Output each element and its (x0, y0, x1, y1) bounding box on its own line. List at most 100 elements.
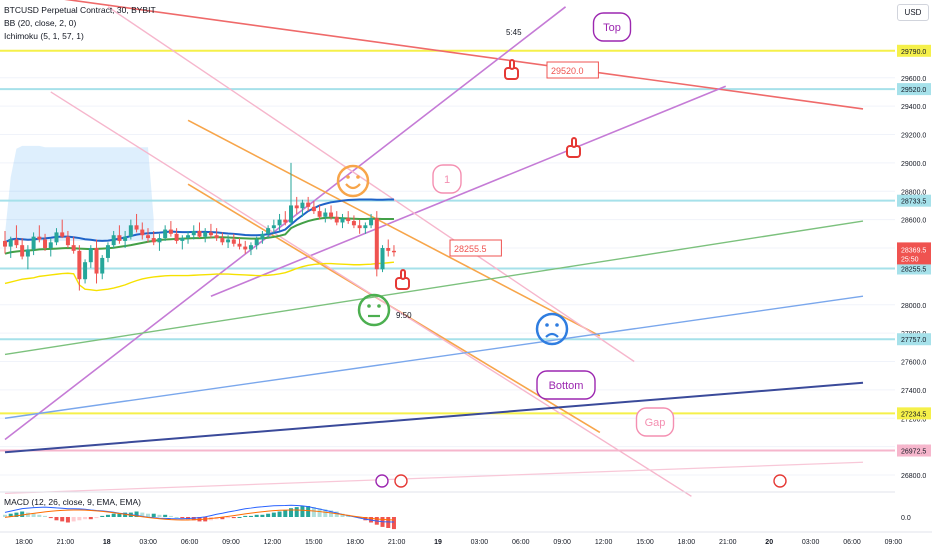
candle-body (14, 239, 19, 246)
trend-line-blue (4, 295, 864, 419)
level-price-text: 28255.5 (901, 267, 926, 274)
level-price-text: 27757.0 (901, 337, 926, 344)
time-tick-label: 15:00 (636, 539, 654, 546)
candle-body (180, 238, 185, 241)
macd-bar (105, 514, 110, 517)
neutral-face-icon (357, 293, 391, 327)
macd-bar (306, 506, 311, 517)
candle-body (83, 262, 88, 280)
time-tick-label: 15:00 (305, 539, 323, 546)
macd-bar (77, 517, 82, 521)
trend-line-navy (4, 381, 864, 454)
time-note: 5:45 (506, 28, 522, 37)
candle-body (37, 236, 42, 240)
trend-line-violet (210, 85, 727, 297)
candle-body (283, 219, 288, 223)
bottom-callout: Bottom (536, 370, 596, 400)
callout-bubble (536, 370, 596, 400)
candle-body (214, 235, 219, 239)
flag-event-icon (773, 474, 787, 488)
macd-bar (123, 512, 128, 517)
candle-body (94, 248, 99, 274)
time-tick-label: 21:00 (388, 539, 406, 546)
candle-body (105, 245, 110, 258)
macd-bar (283, 510, 288, 517)
candle-body (306, 202, 311, 207)
bb-legend[interactable]: BB (20, close, 2, 0) (4, 18, 77, 28)
macd-bar (43, 515, 48, 517)
label-text: 28255.5 (454, 244, 487, 254)
time-tick-label: 20 (765, 539, 773, 546)
currency-button[interactable]: USD (897, 4, 929, 21)
macd-bar (60, 517, 65, 522)
macd-bar (300, 506, 305, 517)
level-label-28255: 28255.5 (449, 239, 502, 257)
level-price-tag (897, 262, 931, 275)
gap-callout: Gap (635, 407, 675, 437)
hand-pointer-icon (504, 59, 519, 80)
macd-bar (317, 508, 322, 517)
macd-bar (174, 517, 179, 518)
macd-bar (340, 513, 345, 517)
symbol-title[interactable]: BTCUSD Perpetual Contract, 30, BYBIT (4, 5, 156, 15)
candle-body (226, 239, 231, 243)
candle-body (237, 243, 242, 247)
macd-bar (94, 517, 99, 519)
macd-bar (220, 517, 225, 520)
candle-body (25, 249, 30, 257)
macd-signal-line (4, 509, 394, 521)
wave-1-callout: 1 (432, 164, 462, 194)
time-tick-label: 03:00 (139, 539, 157, 546)
time-tick-label: 12:00 (264, 539, 282, 546)
candle-body (168, 229, 173, 234)
callout-text: Gap (645, 417, 666, 429)
happy-face-icon (336, 164, 370, 198)
macd-bar (140, 512, 145, 517)
macd-bar (237, 517, 242, 518)
candle-body (3, 240, 7, 247)
candle-body (191, 230, 196, 236)
candle-body (266, 228, 271, 234)
level-label-29520: 29520.0 (546, 61, 599, 79)
candle-body (357, 225, 362, 229)
time-tick-label: 18:00 (346, 539, 364, 546)
time-tick-label: 09:00 (553, 539, 571, 546)
macd-tick-label: 0.0 (901, 515, 911, 522)
trend-line-green (4, 220, 864, 356)
candle-body (351, 221, 356, 226)
ichimoku-legend[interactable]: Ichimoku (5, 1, 57, 1) (4, 31, 84, 41)
macd-bar (191, 517, 196, 521)
level-price-tag (897, 194, 931, 207)
price-tick-label: 28000.0 (901, 303, 926, 310)
candle-body (197, 230, 202, 237)
candle-body (65, 236, 70, 246)
candle-body (289, 205, 293, 223)
candle-body (163, 229, 168, 239)
countdown-text: 25:50 (901, 256, 919, 263)
candle-body (220, 238, 225, 243)
macd-bar (25, 512, 30, 517)
price-tick-label: 28800.0 (901, 189, 926, 196)
face-eye (356, 175, 360, 179)
candle-body (43, 239, 48, 248)
time-tick-label: 21:00 (57, 539, 75, 546)
time-tick-label: 06:00 (843, 539, 861, 546)
macd-legend[interactable]: MACD (12, 26, close, 9, EMA, EMA) (4, 497, 141, 507)
candle-body (248, 245, 253, 250)
candle-body (186, 235, 191, 239)
face-eye (377, 304, 381, 308)
top-callout: Top (592, 12, 632, 42)
macd-bar (254, 514, 259, 517)
macd-bar (311, 507, 316, 517)
price-tick-label: 27200.0 (901, 416, 926, 423)
time-tick-label: 06:00 (181, 539, 199, 546)
candle-body (271, 225, 276, 229)
callout-text: Top (603, 22, 621, 34)
price-tick-label: 26800.0 (901, 473, 926, 480)
price-tick-label: 29000.0 (901, 161, 926, 168)
macd-bar (363, 517, 368, 521)
time-tick-label: 18:00 (678, 539, 696, 546)
macd-bar (88, 517, 93, 520)
macd-bar (14, 512, 19, 517)
